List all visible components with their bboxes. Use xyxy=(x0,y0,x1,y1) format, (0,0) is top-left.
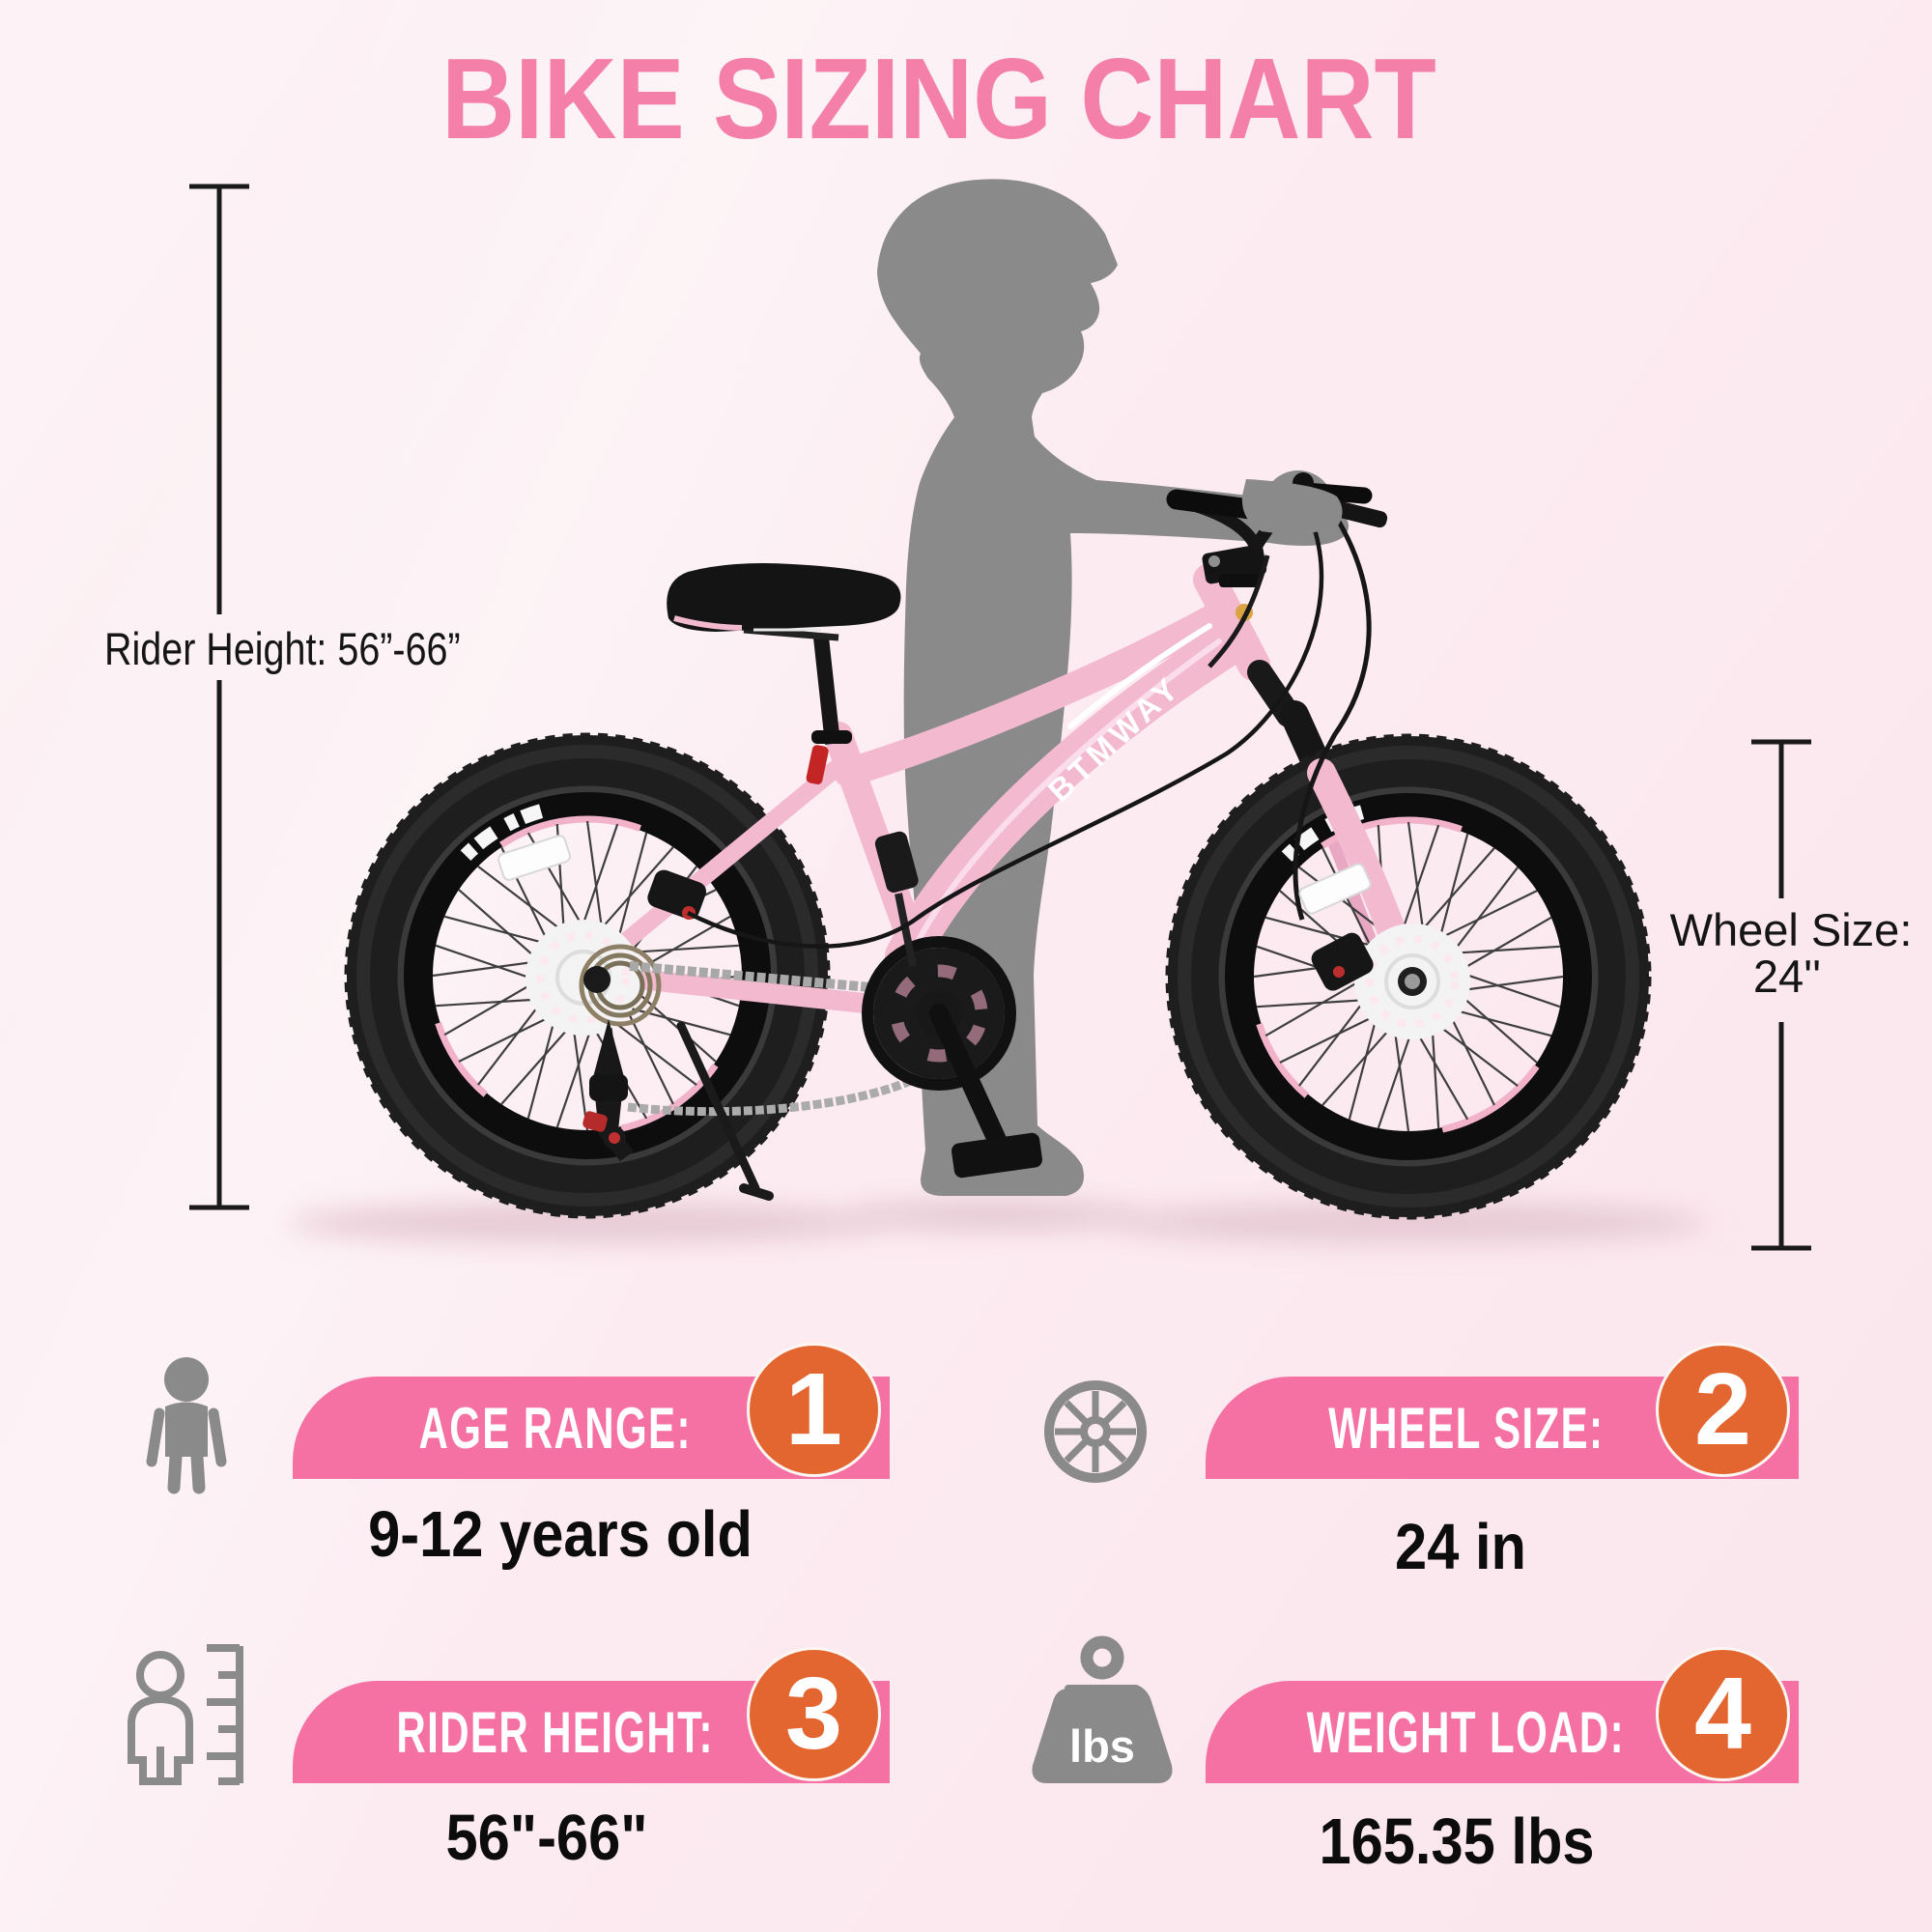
svg-text:lbs: lbs xyxy=(1069,1720,1135,1772)
